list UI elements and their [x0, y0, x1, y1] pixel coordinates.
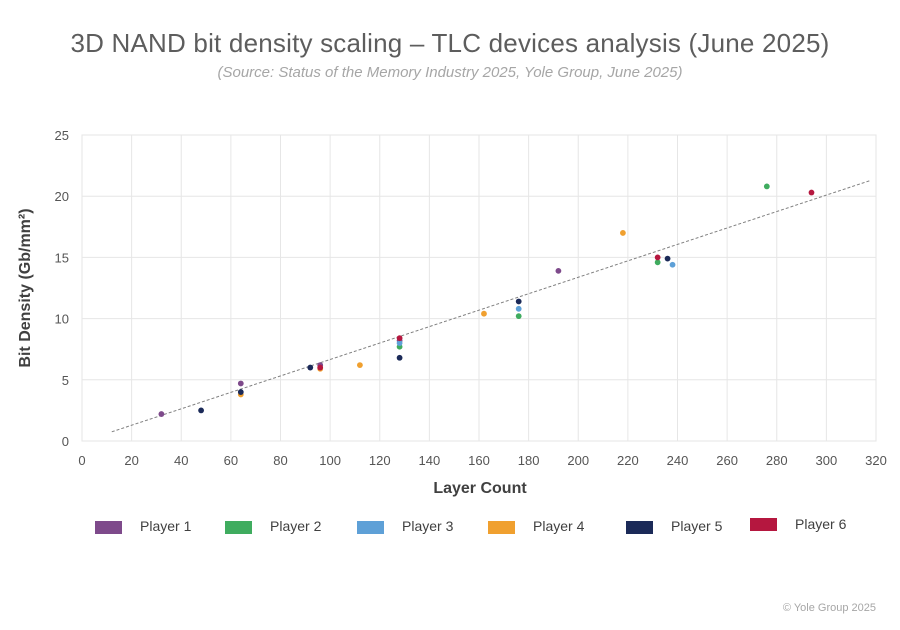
legend-label: Player 4: [533, 518, 585, 534]
x-tick-label: 300: [816, 453, 838, 468]
x-tick-label: 100: [319, 453, 341, 468]
y-tick-label: 0: [62, 434, 69, 449]
data-point-player-2: [515, 313, 522, 320]
data-point-player-6: [654, 254, 661, 261]
x-tick-label: 180: [518, 453, 540, 468]
data-point-player-5: [515, 298, 522, 305]
legend-swatch: [488, 521, 515, 534]
data-point-player-4: [357, 362, 363, 369]
y-axis-title: Bit Density (Gb/mm²): [17, 208, 34, 367]
x-tick-label: 200: [567, 453, 589, 468]
legend: Player 1 Player 2 Player 3 Player 4 Player 5…: [80, 514, 880, 542]
data-point-player-1: [555, 267, 562, 274]
x-tick-label: 320: [865, 453, 887, 468]
data-point-player-6: [317, 364, 324, 371]
legend-swatch: [626, 521, 653, 534]
y-tick-label: 5: [62, 373, 69, 388]
data-point-player-5: [198, 407, 205, 414]
legend-swatch: [357, 521, 384, 534]
chart-title: 3D NAND bit density scaling – TLC device…: [70, 28, 830, 58]
data-point-player-4: [481, 310, 487, 317]
legend-label: Player 6: [795, 516, 847, 532]
legend-label: Player 1: [140, 518, 192, 534]
data-point-player-1: [158, 411, 165, 417]
data-point-player-3: [669, 261, 676, 268]
y-tick-label: 15: [55, 250, 69, 265]
y-tick-label: 20: [55, 189, 69, 204]
data-point-player-2: [654, 259, 661, 266]
data-point-player-5: [307, 364, 314, 371]
legend-swatch: [95, 521, 122, 534]
legend-swatch: [225, 521, 252, 534]
data-point-player-5: [237, 389, 244, 395]
data-point-player-4: [620, 230, 626, 236]
data-point-player-3: [396, 340, 403, 346]
x-tick-label: 60: [224, 453, 238, 468]
x-tick-label: 220: [617, 453, 639, 468]
legend-swatch: [750, 518, 777, 531]
data-point-player-2: [763, 183, 770, 190]
y-tick-label: 10: [55, 312, 69, 327]
chart-subtitle: (Source: Status of the Memory Industry 2…: [217, 64, 683, 81]
x-axis-title: Layer Count: [433, 480, 527, 497]
x-tick-label: 40: [174, 453, 188, 468]
x-tick-label: 280: [766, 453, 788, 468]
data-point-player-1: [237, 380, 244, 387]
data-point-player-5: [396, 354, 403, 361]
legend-label: Player 5: [671, 518, 723, 534]
data-point-player-6: [396, 335, 403, 342]
x-tick-label: 0: [78, 453, 85, 468]
x-tick-label: 140: [419, 453, 441, 468]
legend-label: Player 3: [402, 518, 454, 534]
x-tick-label: 240: [667, 453, 689, 468]
x-tick-label: 20: [124, 453, 138, 468]
trendline: [111, 179, 872, 433]
data-point-player-6: [808, 189, 815, 196]
y-tick-label: 25: [55, 128, 69, 143]
data-point-player-5: [664, 255, 671, 262]
data-point-player-3: [515, 305, 522, 312]
x-tick-label: 160: [468, 453, 490, 468]
x-tick-label: 260: [716, 453, 738, 468]
legend-label: Player 2: [270, 518, 322, 534]
x-tick-label: 120: [369, 453, 391, 468]
copyright-notice: © Yole Group 2025: [782, 602, 876, 614]
x-tick-label: 80: [273, 453, 287, 468]
